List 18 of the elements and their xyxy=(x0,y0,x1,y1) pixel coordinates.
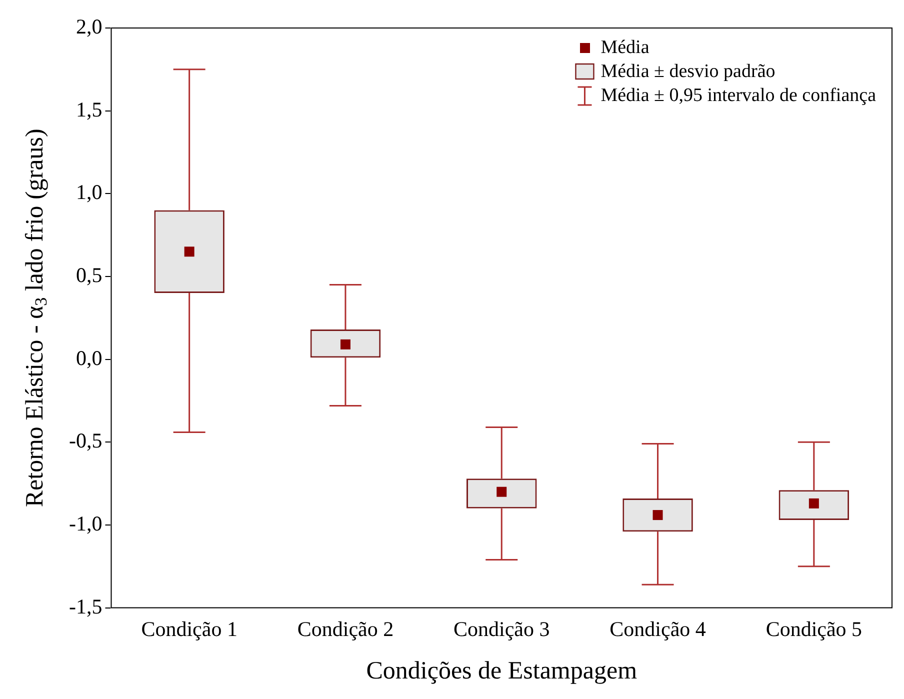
x-axis-title: Condições de Estampagem xyxy=(366,658,638,685)
y-tick-label: -0,5 xyxy=(68,428,102,453)
y-tick-label: 1,5 xyxy=(76,97,102,122)
x-tick-label: Condição 3 xyxy=(454,616,550,641)
y-tick-label: 0,5 xyxy=(76,263,102,287)
y-axis-title: Retorno Elástico - α3 lado frio (graus) xyxy=(22,128,50,508)
x-tick-label: Condição 4 xyxy=(610,616,706,641)
x-tick-label: Condição 2 xyxy=(297,616,394,641)
annotation: Média xyxy=(600,36,650,58)
x-tick-label: Condição 5 xyxy=(766,616,862,641)
x-tick-label: Condição 1 xyxy=(141,616,238,641)
y-tick-label: 1,0 xyxy=(76,180,102,204)
y-tick-label: 0,0 xyxy=(76,346,102,370)
y-tick-label: -1,5 xyxy=(68,594,102,618)
legend-label: Média ± desvio padrão xyxy=(600,60,776,82)
y-tick-label: -1,0 xyxy=(68,511,102,536)
annotation: Média ± 0,95 intervalo de confiança xyxy=(600,84,877,106)
y-tick-label: 2,0 xyxy=(76,14,102,39)
